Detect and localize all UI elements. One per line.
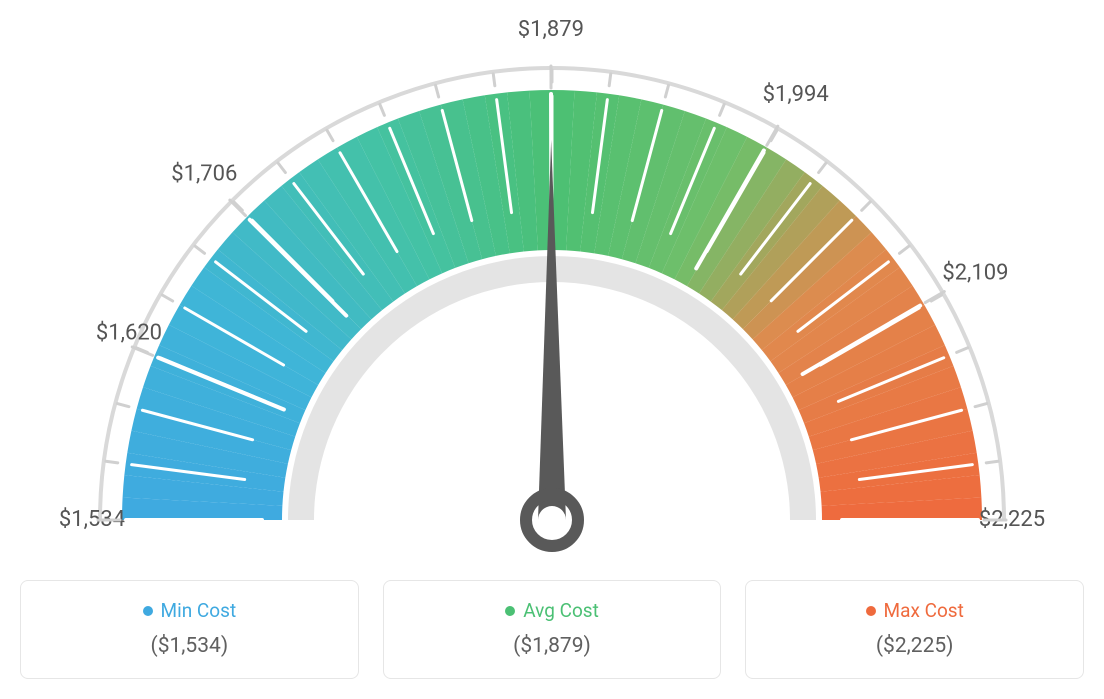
legend-title-min: Min Cost xyxy=(41,599,338,622)
svg-text:$1,879: $1,879 xyxy=(518,20,584,42)
svg-text:$1,706: $1,706 xyxy=(171,162,237,187)
cost-gauge-container: $1,534$1,620$1,706$1,879$1,994$2,109$2,2… xyxy=(20,20,1084,679)
legend-dot-avg xyxy=(505,606,515,616)
gauge-chart: $1,534$1,620$1,706$1,879$1,994$2,109$2,2… xyxy=(20,20,1084,560)
gauge-svg: $1,534$1,620$1,706$1,879$1,994$2,109$2,2… xyxy=(20,20,1084,560)
legend-label-max: Max Cost xyxy=(884,599,964,622)
legend-dot-max xyxy=(866,606,876,616)
legend-value-avg: ($1,879) xyxy=(404,634,701,658)
legend-card-min: Min Cost ($1,534) xyxy=(20,580,359,679)
svg-text:$2,109: $2,109 xyxy=(942,260,1008,285)
svg-text:$1,994: $1,994 xyxy=(763,82,829,107)
legend-title-avg: Avg Cost xyxy=(404,599,701,622)
legend-card-avg: Avg Cost ($1,879) xyxy=(383,580,722,679)
legend-value-min: ($1,534) xyxy=(41,634,338,658)
legend-row: Min Cost ($1,534) Avg Cost ($1,879) Max … xyxy=(20,580,1084,679)
legend-label-min: Min Cost xyxy=(161,599,237,622)
legend-dot-min xyxy=(143,606,153,616)
legend-title-max: Max Cost xyxy=(766,599,1063,622)
legend-card-max: Max Cost ($2,225) xyxy=(745,580,1084,679)
svg-text:$1,620: $1,620 xyxy=(96,320,162,345)
legend-value-max: ($2,225) xyxy=(766,634,1063,658)
legend-label-avg: Avg Cost xyxy=(523,599,599,622)
